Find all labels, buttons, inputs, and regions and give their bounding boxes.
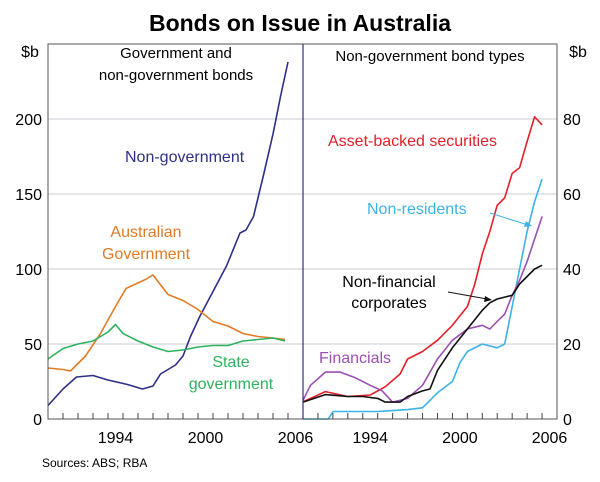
series-line-asset-backed-securities [302,116,543,403]
non-financial-arrowhead [484,296,492,302]
series-line-non-financial-corporates [302,264,543,403]
left-panel-title-2: non-government bonds [99,67,253,84]
chart-title: Bonds on Issue in Australia [149,10,451,36]
non-financial-arrow [447,291,488,300]
series-line-australian-government [47,274,286,372]
y-tick-label: 40 [563,262,581,279]
x-tick-label: 2000 [188,430,224,447]
y-tick-label: 0 [33,412,42,429]
label-asset-backed: Asset-backed securities [328,133,497,150]
label-financials: Financials [319,350,391,367]
x-tick-label: 2000 [442,430,478,447]
series-line-non-residents [303,178,543,420]
y-tick-label: 150 [15,187,42,204]
left-ylabel: $b [21,44,39,61]
label-non-financial-1: Non-financial [342,274,435,291]
series-line-non-government [47,61,289,407]
label-non-residents: Non-residents [367,201,467,218]
x-tick-label: 1994 [352,430,388,447]
label-australian-government-1: Australian [110,224,181,241]
series-line-financials [302,216,543,403]
label-state-government-1: State [212,354,249,371]
left-panel-title-1: Government and [120,45,232,62]
series-line-state-government [47,323,286,360]
x-tick-label: 1994 [98,430,134,447]
non-residents-arrow [489,212,529,226]
y-tick-label: 50 [24,337,42,354]
gridlines [48,118,557,345]
source-note: Sources: ABS; RBA [42,456,147,470]
right-ylabel: $b [569,44,587,61]
x-tick-label: 2006 [278,430,314,447]
series-group [47,61,543,420]
right-panel-title: Non-government bond types [335,48,524,65]
label-state-government-2: government [189,376,274,393]
y-tick-label: 80 [563,112,581,129]
non-residents-arrowhead [524,221,532,227]
label-australian-government-2: Government [102,246,191,263]
y-tick-label: 200 [15,112,42,129]
y-tick-label: 20 [563,337,581,354]
y-tick-label: 100 [15,262,42,279]
y-tick-label: 60 [563,187,581,204]
y-tick-label: 0 [563,412,572,429]
x-tick-label: 2006 [532,430,568,447]
label-non-financial-2: corporates [351,295,427,312]
label-non-government: Non-government [125,149,245,166]
